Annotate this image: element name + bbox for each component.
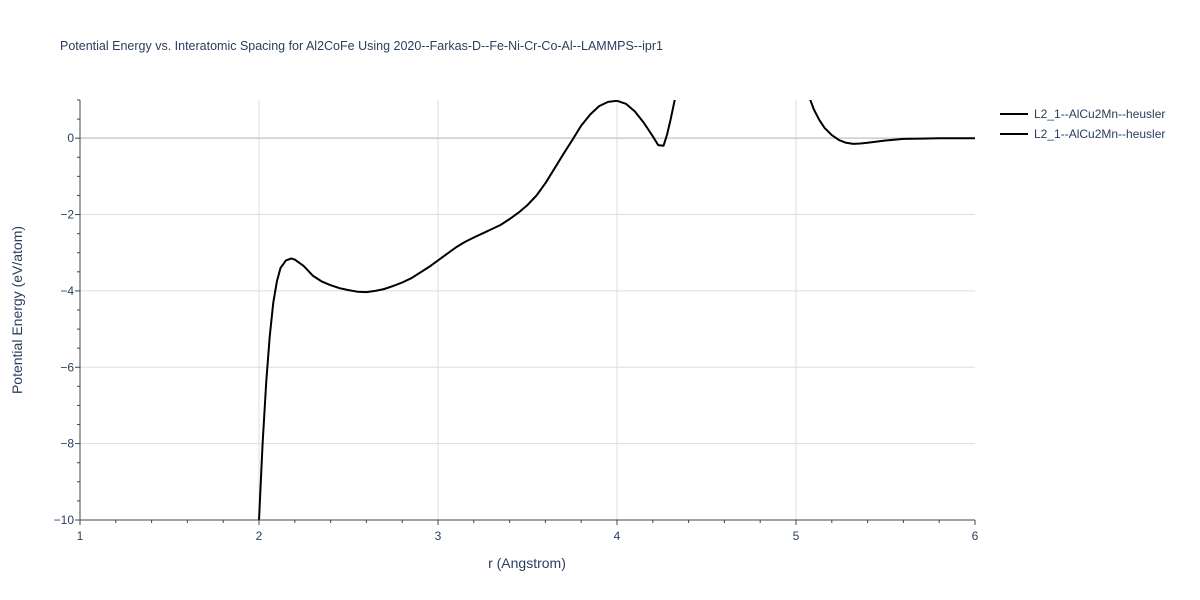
y-axis-title: Potential Energy (eV/atom)	[9, 226, 25, 394]
series-line-2	[809, 100, 975, 145]
x-tick-label: 1	[77, 529, 84, 543]
x-tick-label: 5	[793, 529, 800, 543]
x-tick-label: 4	[614, 529, 621, 543]
x-tick-label: 3	[435, 529, 442, 543]
tick-layer: 1 2 3 4 5 6 −10 −8 −6 −4 −2 0	[54, 131, 979, 543]
y-tick-label: 0	[67, 131, 74, 145]
chart-title: Potential Energy vs. Interatomic Spacing…	[60, 39, 663, 53]
x-axis-title: r (Angstrom)	[488, 555, 566, 571]
axis-layer	[75, 99, 976, 525]
x-tick-label: 6	[972, 529, 979, 543]
legend-item[interactable]: L2_1--AlCu2Mn--heusler	[1000, 107, 1165, 121]
y-tick-label: −2	[60, 208, 74, 222]
y-tick-label: −6	[60, 360, 74, 374]
series-line-1	[258, 100, 676, 520]
y-tick-label: −4	[60, 284, 74, 298]
y-tick-label: −10	[54, 513, 75, 527]
y-tick-label: −8	[60, 437, 74, 451]
grid-layer	[80, 100, 975, 520]
legend[interactable]: L2_1--AlCu2Mn--heusler L2_1--AlCu2Mn--heu…	[1000, 107, 1165, 141]
legend-label: L2_1--AlCu2Mn--heusler	[1034, 107, 1165, 121]
legend-item[interactable]: L2_1--AlCu2Mn--heusler	[1000, 127, 1165, 141]
legend-label: L2_1--AlCu2Mn--heusler	[1034, 127, 1165, 141]
x-tick-label: 2	[256, 529, 263, 543]
series-layer	[258, 100, 975, 520]
